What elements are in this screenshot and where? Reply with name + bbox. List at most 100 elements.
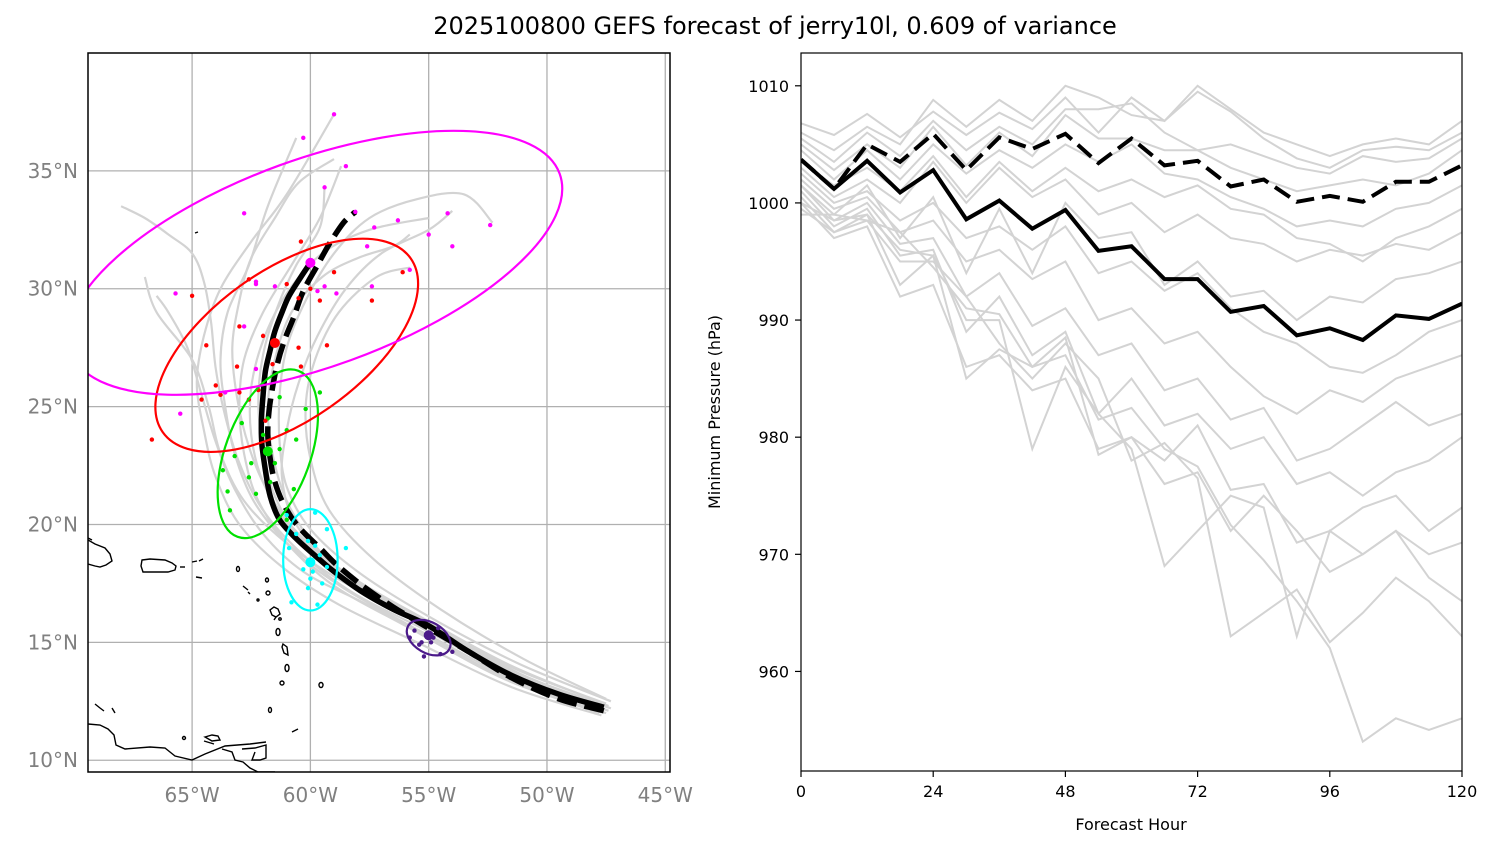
member-position-dot	[263, 418, 268, 423]
member-track	[155, 295, 607, 715]
member-position-dot	[227, 508, 233, 513]
member-position-dot	[445, 211, 450, 216]
member-position-dot	[317, 552, 323, 558]
member-position-dot	[312, 543, 318, 548]
pressure-chart: 0 24 48 72 96 120 960 970 980 990 1000 1010 Foreca…	[705, 52, 1477, 834]
coastline-venezuela	[88, 723, 267, 761]
map-x-tick-label: 60°W	[283, 783, 338, 807]
member-position-dot	[218, 392, 223, 398]
mean-position-dot	[423, 630, 434, 641]
member-position-dot	[220, 468, 226, 473]
member-position-dot	[237, 390, 242, 395]
coastline-puerto-rico	[140, 558, 177, 573]
member-position-dot	[407, 267, 412, 273]
member-position-dot	[253, 279, 259, 284]
member-position-dot	[364, 244, 370, 249]
member-position-dot	[324, 564, 330, 570]
mean-position-dot	[262, 446, 273, 457]
member-position-dot	[232, 453, 237, 459]
member-position-dot	[312, 510, 318, 515]
coastline-margarita	[203, 734, 222, 742]
member-position-dot	[272, 284, 278, 289]
member-position-dot	[428, 640, 434, 645]
member-position-dot	[310, 569, 315, 574]
mean-position-dot	[269, 337, 280, 348]
map-y-tick-label: 15°N	[28, 630, 78, 654]
y-axis-label: Minimum Pressure (hPa)	[705, 315, 724, 509]
pressure-x-ticks: 0 24 48 72 96 120	[796, 771, 1477, 801]
member-position-dot	[239, 420, 244, 426]
map-x-tick-label: 50°W	[519, 783, 574, 807]
member-position-dot	[369, 298, 375, 303]
member-position-dot	[322, 185, 327, 190]
member-position-dot	[298, 364, 304, 369]
member-position-dot	[189, 293, 195, 299]
coastline-island	[235, 565, 241, 573]
member-position-dot	[308, 576, 313, 581]
member-position-dot	[260, 432, 266, 438]
series-control	[801, 131, 1462, 204]
member-position-dot	[334, 291, 339, 296]
x-tick-label: 24	[923, 782, 943, 801]
member-position-dot	[213, 383, 218, 388]
series-member-07	[801, 172, 1462, 374]
coastline-island	[242, 585, 251, 595]
map-y-tick-label: 20°N	[28, 512, 78, 536]
coastline-island	[278, 617, 282, 621]
member-position-dot	[343, 545, 349, 551]
member-position-dot	[277, 446, 282, 452]
member-position-dot	[270, 361, 275, 367]
member-position-dot	[284, 512, 289, 518]
member-position-dot	[426, 232, 431, 237]
coastline-island	[264, 577, 270, 583]
series-member-08	[801, 178, 1462, 415]
pressure-series	[801, 84, 1462, 744]
map-y-tick-label: 25°N	[28, 395, 78, 419]
member-position-dot	[305, 585, 311, 591]
pressure-frame	[800, 52, 1463, 772]
member-position-dot	[301, 567, 306, 572]
series-member-05	[801, 143, 1462, 228]
member-position-dot	[322, 284, 327, 289]
member-position-dot	[487, 222, 493, 228]
uncertainty-ellipse	[216, 368, 320, 540]
series-member-16	[801, 183, 1462, 322]
coastline-island	[181, 735, 187, 741]
member-position-dot	[317, 298, 323, 303]
map-gridlines	[88, 53, 670, 772]
member-track	[277, 191, 612, 703]
y-tick-label: 1010	[748, 77, 789, 96]
member-position-dot	[289, 600, 294, 605]
member-position-dot	[204, 343, 209, 348]
member-position-dot	[246, 475, 252, 480]
member-position-dot	[249, 460, 254, 466]
coastline-orinoco	[221, 748, 275, 772]
member-track	[304, 266, 607, 700]
member-position-dot	[149, 437, 155, 442]
figure-title: 2025100800 GEFS forecast of jerry10l, 0.…	[433, 12, 1117, 40]
member-position-dot	[395, 218, 401, 223]
member-position-dot	[267, 479, 273, 485]
uncertainty-ellipses	[88, 129, 564, 657]
uncertainty-ellipse	[154, 237, 420, 454]
map-x-tick-label: 65°W	[164, 783, 219, 807]
member-position-dot	[272, 460, 278, 466]
coastline-aruba	[94, 703, 105, 712]
map-frame	[87, 52, 671, 773]
member-position-dot	[369, 284, 375, 289]
member-position-dot	[320, 581, 325, 586]
y-tick-label: 1000	[748, 194, 789, 213]
coastline-st-lucia	[284, 663, 290, 673]
member-track	[195, 113, 602, 717]
member-position-dot	[421, 654, 427, 659]
y-tick-label: 960	[758, 662, 789, 681]
member-position-dot	[343, 163, 349, 169]
member-position-dot	[298, 239, 304, 244]
member-position-dot	[296, 295, 301, 301]
member-position-dot	[400, 270, 405, 275]
track-map: 65°W 60°W 55°W 50°W 45°W 10°N 15°N 20°N 25°N 30°…	[28, 52, 693, 807]
coastline-island	[256, 598, 260, 602]
member-track	[238, 165, 600, 715]
coastline-trinidad	[241, 744, 267, 761]
coastline-vi-1	[191, 558, 204, 563]
